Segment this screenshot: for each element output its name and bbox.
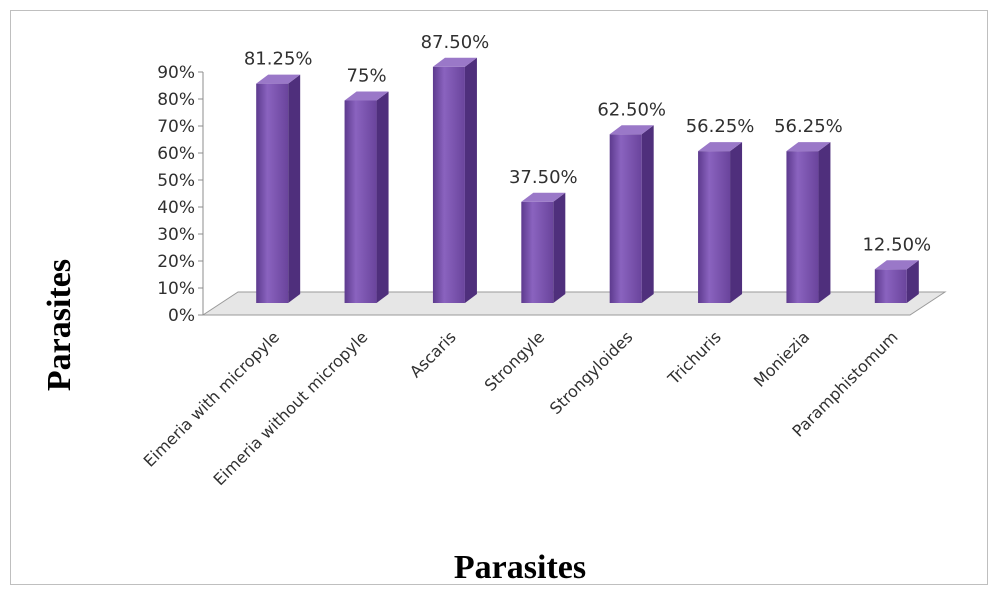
category-label: Strongyle bbox=[481, 327, 549, 395]
y-tick-label: 70% bbox=[157, 117, 195, 137]
bar-top bbox=[609, 125, 654, 135]
bar-side bbox=[553, 192, 566, 303]
y-tick-label: 30% bbox=[157, 225, 195, 245]
chart-floor bbox=[201, 291, 947, 316]
data-label: 62.50% bbox=[597, 99, 666, 120]
bar bbox=[521, 201, 554, 303]
bar bbox=[874, 269, 907, 303]
bar bbox=[344, 100, 377, 303]
bar-side bbox=[641, 125, 654, 303]
bar bbox=[609, 134, 642, 303]
bar bbox=[786, 151, 819, 303]
data-label: 37.50% bbox=[509, 167, 578, 188]
bar-top bbox=[698, 142, 743, 152]
bar-top bbox=[432, 57, 477, 67]
category-label: Eimeria without micropyle bbox=[210, 327, 372, 489]
y-tick-label: 60% bbox=[157, 144, 195, 164]
y-tick-label: 20% bbox=[157, 252, 195, 272]
category-label: Moniezia bbox=[750, 327, 813, 390]
bar-side bbox=[376, 91, 389, 303]
bar-side bbox=[730, 142, 743, 303]
category-label: Strongyloides bbox=[546, 327, 637, 418]
data-label: 75% bbox=[347, 66, 387, 87]
bar-top bbox=[786, 142, 831, 152]
data-label: 81.25% bbox=[244, 49, 313, 70]
bar-side bbox=[906, 260, 919, 303]
data-label: 12.50% bbox=[862, 234, 931, 255]
y-tick-label: 10% bbox=[157, 279, 195, 299]
bar-side bbox=[818, 142, 831, 303]
bar-side bbox=[464, 57, 477, 303]
y-tick-label: 0% bbox=[168, 306, 195, 326]
bar-top bbox=[344, 91, 389, 101]
data-label: 56.25% bbox=[774, 116, 843, 137]
chart-frame bbox=[10, 10, 988, 585]
data-label: 56.25% bbox=[686, 116, 755, 137]
category-label: Trichuris bbox=[663, 327, 724, 388]
category-label: Ascaris bbox=[406, 327, 460, 381]
x-axis-title: Parasites bbox=[454, 549, 586, 586]
bar-top bbox=[521, 192, 566, 202]
bar-top bbox=[874, 260, 919, 270]
data-label: 87.50% bbox=[421, 32, 490, 53]
bar-side bbox=[288, 74, 301, 303]
bar-top bbox=[256, 74, 301, 84]
bar bbox=[698, 151, 731, 303]
bar bbox=[256, 83, 289, 303]
y-tick-label: 40% bbox=[157, 198, 195, 218]
bar bbox=[432, 66, 465, 303]
y-tick-label: 90% bbox=[157, 63, 195, 83]
y-tick-label: 80% bbox=[157, 90, 195, 110]
y-axis-title: Parasites bbox=[41, 259, 78, 391]
y-tick-label: 50% bbox=[157, 171, 195, 191]
